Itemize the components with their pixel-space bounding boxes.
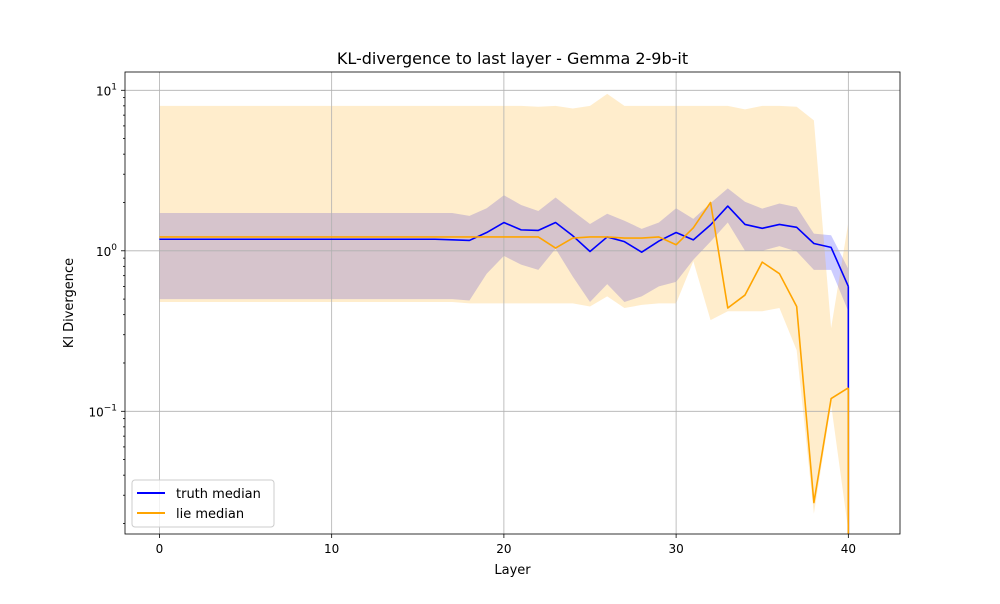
- x-tick-label-20: 20: [496, 542, 511, 556]
- x-tick-label-30: 30: [668, 542, 683, 556]
- y-axis-label: Kl Divergence: [62, 258, 77, 348]
- plot-background: [125, 72, 900, 534]
- y-tick-label-1: 100: [96, 243, 117, 259]
- legend-box: [131, 479, 275, 528]
- legend-label-lie-median: lie median: [176, 507, 244, 522]
- y-tick-label-0: 10−1: [88, 403, 117, 419]
- x-tick-label-40: 40: [841, 542, 856, 556]
- x-tick-label-0: 0: [156, 542, 164, 556]
- series-line-truth-median: [159, 205, 850, 287]
- x-axis-label: Layer: [494, 563, 531, 578]
- x-tick-label-10: 10: [324, 542, 339, 556]
- plot-frame: [124, 71, 901, 535]
- plot-area: 0 10 20 30 40 10−1 100 101: [88, 71, 901, 556]
- y-tick-label-2: 101: [96, 82, 117, 98]
- series-line-lie-median: [159, 201, 849, 504]
- legend: truth median lie median: [131, 479, 275, 528]
- legend-label-truth-median: truth median: [176, 487, 261, 502]
- chart-title: KL-divergence to last layer - Gemma 2-9b…: [337, 49, 688, 68]
